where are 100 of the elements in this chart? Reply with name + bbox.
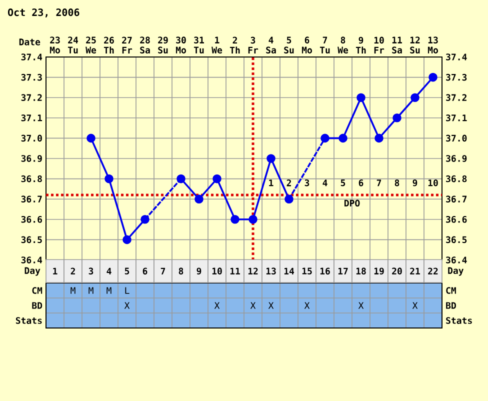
y-tick-label: 36.8: [21, 175, 42, 182]
x-tick-label: 17: [338, 268, 348, 274]
point: [104, 174, 114, 184]
x-tick-label: 18: [356, 268, 366, 274]
y-tick-label: 36.5: [21, 236, 42, 244]
annotation: 3: [304, 179, 310, 186]
y2-tick-label: 36.9: [446, 155, 467, 162]
x-tick-label: 7 Tu: [320, 36, 330, 54]
y2-tick-label: 36.5: [446, 236, 467, 244]
annotation: 4: [322, 180, 328, 186]
x-tick-label: 12 Su: [410, 36, 420, 54]
annotation: 10: [428, 179, 438, 186]
x-tick-label: 2: [70, 268, 75, 274]
x-tick-label: 9: [196, 268, 202, 274]
y2-tick-label: 36.8: [446, 175, 467, 182]
x-tick-label: 12: [248, 268, 258, 274]
x-tick-label: 8 We: [338, 36, 348, 54]
x-tick-label: 29 Su: [158, 36, 168, 54]
x-tick-label: 7: [160, 268, 166, 274]
text: X: [124, 302, 130, 309]
point: [266, 154, 276, 163]
x-tick-label: 14: [284, 268, 294, 274]
y-tick-label: Stats: [16, 317, 42, 324]
x-tick-label: 6 Mo: [302, 36, 312, 54]
point: [122, 235, 132, 244]
x-tick-label: 1: [53, 268, 58, 274]
point: [320, 134, 330, 143]
text: M: [70, 287, 76, 294]
x-tick-label: 28 Sa: [140, 36, 150, 54]
text: M: [106, 287, 112, 294]
x-tick-label: 8: [178, 268, 184, 274]
x-tick-label: 23 Mo: [50, 36, 60, 54]
x-tick-label: 19: [374, 268, 384, 274]
x-tick-label: 31 Tu: [194, 36, 204, 54]
x-tick-label: 5: [124, 268, 130, 274]
x-tick-label: 16: [320, 268, 330, 274]
y-tick-label: 37.3: [21, 74, 42, 81]
annotation: 7: [376, 180, 382, 186]
text: X: [412, 302, 418, 309]
y2-tick-label: 36.7: [446, 196, 467, 202]
text: X: [214, 302, 220, 309]
y-tick-label: 36.6: [21, 216, 42, 223]
annotation: 5: [340, 180, 346, 186]
point: [428, 72, 438, 82]
x-tick-label: 27 Fr: [122, 36, 132, 54]
point: [392, 113, 402, 122]
x-tick-label: 3: [88, 268, 94, 274]
y-tick-label: 37.1: [21, 114, 42, 122]
y2-tick-label: 37.0: [446, 134, 467, 142]
x-tick-label: 9 Th: [356, 36, 366, 54]
point: [338, 134, 348, 143]
x-tick-label: 5 Su: [284, 36, 294, 54]
x-tick-label: 13 Mo: [428, 36, 438, 54]
y2-tick-label: 37.2: [446, 94, 466, 101]
annotation: DPO: [344, 200, 360, 207]
y2-tick-label: BD: [446, 302, 456, 309]
annotation: 6: [358, 179, 364, 186]
y-tick-label: 36.4: [21, 256, 42, 264]
x-axis-title: Day: [24, 267, 40, 276]
x-tick-label: 1 We: [212, 36, 222, 54]
x-tick-label: 15: [302, 268, 312, 274]
y2-tick-label: 37.1: [446, 114, 467, 122]
text: M: [88, 287, 94, 294]
point: [140, 214, 150, 224]
point: [356, 93, 366, 102]
x-axis-title: Date: [19, 38, 40, 46]
y2-tick-label: Stats: [446, 317, 472, 324]
x-tick-label: 11: [230, 268, 240, 274]
point: [374, 134, 384, 143]
point: [284, 194, 294, 204]
x-tick-label: 13: [266, 268, 276, 274]
x-tick-label: 2 Th: [230, 36, 240, 54]
text: Day: [448, 267, 464, 276]
y-tick-label: 36.7: [21, 196, 42, 202]
point: [176, 174, 186, 184]
x-tick-label: 3 Fr: [248, 36, 258, 54]
text: X: [250, 302, 256, 309]
text: L: [125, 287, 130, 294]
x-tick-label: 22: [428, 268, 438, 274]
text: X: [268, 302, 274, 309]
y2-tick-label: 36.6: [446, 216, 467, 223]
y-tick-label: 37.4: [21, 54, 42, 60]
y-tick-label: 37.2: [21, 94, 42, 101]
point: [410, 93, 420, 102]
x-tick-label: 4: [106, 268, 112, 274]
annotation: 1: [269, 180, 274, 186]
x-tick-label: 11 Sa: [392, 36, 402, 54]
x-tick-label: 24 Tu: [68, 36, 78, 54]
point: [86, 134, 96, 143]
chart-title: Oct 23, 2006: [8, 8, 80, 18]
point: [230, 214, 240, 224]
x-tick-label: 10: [212, 268, 222, 274]
point: [248, 214, 258, 224]
x-tick-label: 26 Th: [104, 36, 114, 54]
x-tick-label: 6: [142, 268, 148, 274]
text: X: [304, 302, 310, 309]
y2-tick-label: 36.4: [446, 256, 467, 264]
annotation: 8: [394, 179, 400, 186]
y-tick-label: CM: [32, 287, 42, 294]
y-tick-label: 36.9: [21, 155, 42, 162]
